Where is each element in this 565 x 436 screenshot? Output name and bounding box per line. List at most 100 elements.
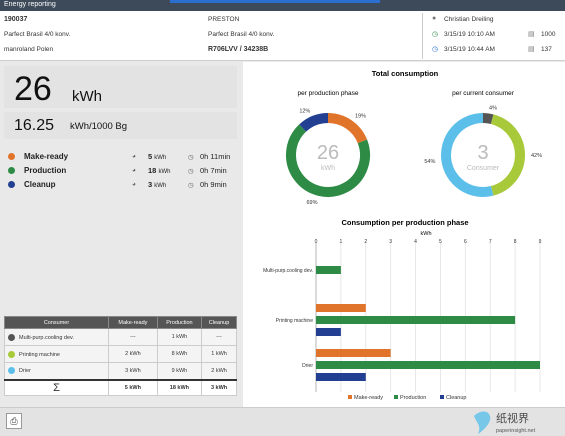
table-row[interactable]: Drier 3 kWh 9 kWh 2 kWh — [4, 362, 237, 380]
slice-label: 12% — [299, 108, 310, 114]
legend-swatch — [348, 395, 352, 399]
title-accent-stripe — [170, 0, 380, 3]
end-clock-icon: ◷ — [432, 46, 439, 53]
sheets-icon: ▤ — [528, 31, 535, 38]
end-time: 3/15/19 10:44 AM — [444, 46, 495, 53]
total-production: 18 kWh — [156, 378, 203, 396]
category-label: Drier — [302, 363, 313, 369]
donut2-center-value: 3 — [477, 142, 488, 164]
col-make-ready[interactable]: Make-ready — [108, 316, 158, 329]
specific-energy-value: 16.25 — [14, 117, 55, 134]
print-button[interactable]: ⎙ — [6, 413, 22, 429]
legend-label: Make-ready — [354, 395, 383, 401]
phase-label: Production — [24, 166, 67, 175]
table-header-row: Consumer Make-ready Production Cleanup — [4, 316, 237, 329]
make-ready-cell: 2 kWh — [108, 345, 158, 363]
donut-per-phase: 19% 69% 12% — [286, 108, 370, 206]
x-tick-label: 9 — [539, 239, 542, 245]
logo-mark-icon — [474, 411, 491, 434]
bar-production — [316, 316, 516, 324]
x-axis-label: kWh — [421, 231, 432, 237]
x-tick-label: 4 — [414, 239, 417, 245]
bar-production — [316, 361, 540, 369]
total-energy-box: 26 kWh — [4, 66, 237, 108]
make-ready-cell: --- — [108, 328, 158, 346]
col-cleanup[interactable]: Cleanup — [201, 316, 237, 329]
phase-time: 0h 7min — [200, 166, 227, 175]
slice-label: 54% — [424, 159, 435, 165]
phase-row-cleanup: Cleanup ◕ 3 kWh ◷ 0h 9min — [4, 178, 237, 192]
donut-slice — [299, 113, 329, 132]
cleanup-dot — [8, 181, 15, 188]
consumer-dot — [8, 367, 15, 375]
consumer-dot — [8, 350, 15, 358]
gauge-icon: ◕ — [132, 181, 136, 188]
consumer-cell: Drier — [4, 362, 109, 380]
bar-make-ready — [316, 349, 391, 357]
total-energy-unit: kWh — [72, 88, 102, 105]
phase-time: 0h 11min — [200, 152, 231, 161]
total-cleanup: 3 kWh — [201, 378, 237, 396]
product-name-2: Parfect Brasil 4/0 konv. — [208, 31, 275, 38]
phase-label: Cleanup — [24, 180, 56, 189]
operator-name: Christian Dreiling — [444, 16, 494, 23]
x-tick-label: 5 — [439, 239, 442, 245]
x-tick-label: 8 — [514, 239, 517, 245]
slice-label: 42% — [531, 153, 542, 159]
job-id: 190037 — [4, 16, 28, 23]
user-icon: ● — [432, 15, 437, 22]
specific-energy-box: 16.25 kWh/1000 Bg — [4, 112, 237, 139]
cleanup-cell: 1 kWh — [201, 345, 237, 363]
specific-energy-unit: kWh/1000 Bg — [70, 121, 128, 132]
watermark-url: paperinsight.net — [496, 428, 536, 434]
header-divider — [422, 13, 423, 59]
bar-cleanup — [316, 328, 341, 336]
phase-row-make-ready: Make-ready ◕ 5 kWh ◷ 0h 11min — [4, 150, 237, 164]
donut1-title: per production phase — [297, 90, 358, 97]
production-cell: 9 kWh — [156, 362, 203, 380]
total-consumption-title: Total consumption — [372, 69, 439, 78]
category-label: Multi-purp.cooling dev. — [263, 268, 313, 274]
production-dot — [8, 167, 15, 174]
start-time: 3/15/19 10:10 AM — [444, 31, 495, 38]
x-tick-label: 2 — [364, 239, 367, 245]
order-number: R706LVV / 34238B — [208, 46, 269, 53]
sum-symbol: Σ — [4, 378, 109, 396]
total-make-ready: 5 kWh — [108, 378, 158, 396]
charts-svg: Total consumption per production phase p… — [263, 69, 542, 401]
donut-slice — [490, 114, 525, 196]
phase-kwh: 3 kWh — [148, 180, 167, 189]
donut-per-consumer: 4% 42% 54% — [424, 105, 542, 197]
bar-production — [316, 266, 341, 274]
gauge-icon: ◕ — [132, 153, 136, 160]
donut1-center-unit: kWh — [321, 165, 335, 172]
donut-slice — [482, 113, 494, 125]
table-row[interactable]: Multi-purp.cooling dev. --- 1 kWh --- — [4, 328, 237, 346]
phase-kwh: 18 kWh — [148, 166, 171, 175]
donut2-title: per current consumer — [452, 90, 515, 97]
bar-chart: 0123456789Multi-purp.cooling dev.Printin… — [263, 239, 542, 401]
category-label: Printing machine — [276, 318, 313, 324]
table-total-row: Σ 5 kWh 18 kWh 3 kWh — [4, 378, 237, 396]
col-consumer[interactable]: Consumer — [4, 316, 109, 329]
donut2-center-unit: Consumer — [467, 165, 500, 172]
summary-panel: 26 kWh 16.25 kWh/1000 Bg Make-ready ◕ 5 … — [0, 62, 243, 407]
bottom-toolbar: ⎙ 纸视界 paperinsight.net — [0, 407, 565, 436]
legend-swatch — [394, 395, 398, 399]
clock-icon: ◷ — [188, 168, 194, 175]
slice-label: 69% — [307, 200, 318, 206]
legend-swatch — [440, 395, 444, 399]
start-clock-icon: ◷ — [432, 31, 439, 38]
x-tick-label: 3 — [389, 239, 392, 245]
consumer-dot — [8, 333, 15, 341]
slice-label: 19% — [355, 113, 366, 119]
make-ready-dot — [8, 153, 15, 160]
charts-panel: Total consumption per production phase p… — [243, 62, 565, 407]
legend-label: Cleanup — [446, 395, 467, 401]
window-title: Energy reporting — [4, 1, 56, 8]
waste-icon: ▤ — [528, 46, 535, 53]
col-production[interactable]: Production — [156, 316, 203, 329]
x-tick-label: 1 — [339, 239, 342, 245]
product-name: Parfect Brasil 4/0 konv. — [4, 31, 71, 38]
table-row[interactable]: Printing machine 2 kWh 8 kWh 1 kWh — [4, 345, 237, 363]
